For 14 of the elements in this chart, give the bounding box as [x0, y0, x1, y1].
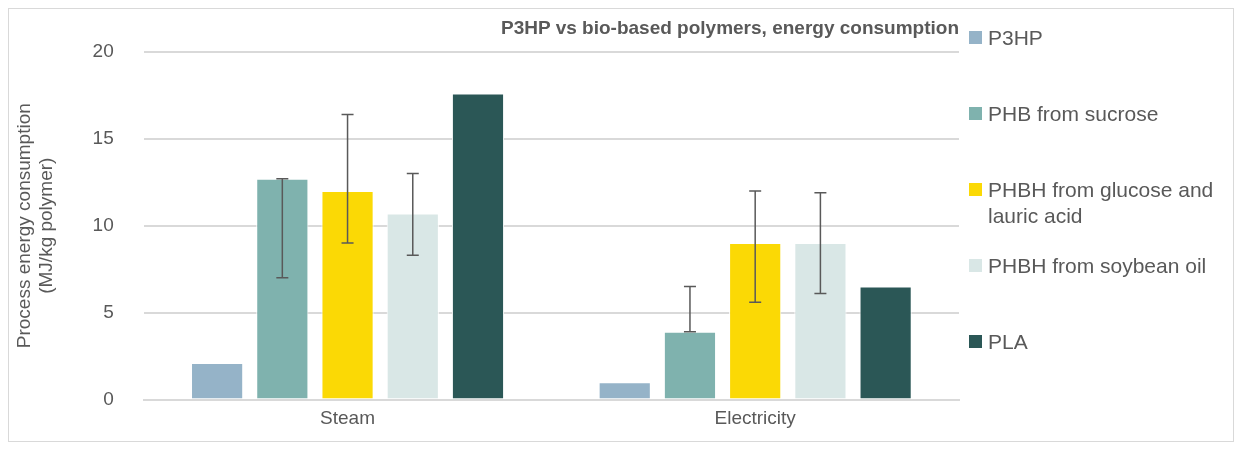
- chart-title: P3HP vs bio-based polymers, energy consumption: [501, 16, 959, 38]
- y-tick-label: 20: [92, 40, 114, 62]
- legend-label: PHB from sucrose: [988, 101, 1159, 127]
- legend-label: P3HP: [988, 25, 1043, 51]
- y-tick-label: 10: [92, 213, 114, 235]
- y-tick-label: 15: [92, 126, 114, 148]
- legend-label: PLA: [988, 329, 1028, 355]
- legend-label: PHBH from soybean oil: [988, 253, 1207, 279]
- x-tick-label: Steam: [320, 407, 376, 429]
- y-tick-label: 5: [103, 300, 114, 322]
- y-axis-title: Process energy consumption (MJ/kg polymer): [12, 103, 57, 349]
- x-tick-label: Electricity: [714, 407, 797, 429]
- y-tick-label: 0: [103, 387, 114, 409]
- legend-label: PHBH from glucose and lauric acid: [988, 177, 1215, 229]
